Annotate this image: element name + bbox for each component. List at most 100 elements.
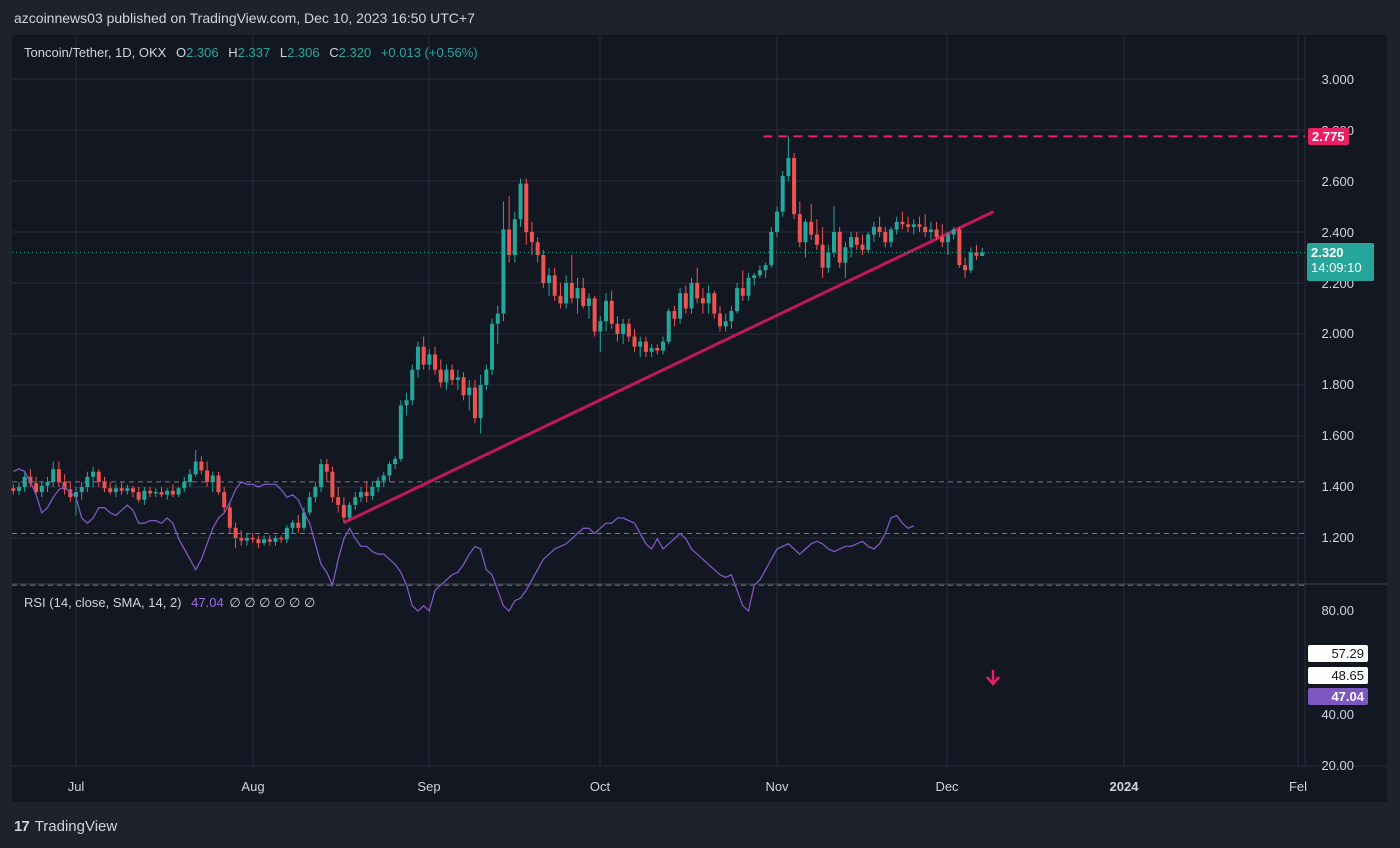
candle-body — [535, 242, 540, 255]
close-value: 2.320 — [338, 45, 372, 60]
candle-body — [655, 348, 660, 351]
chart-frame[interactable] — [12, 35, 1387, 802]
low-value: 2.306 — [287, 45, 320, 60]
change-value: +0.013 (+0.56%) — [380, 45, 478, 60]
footer[interactable]: 17 TradingView — [14, 818, 117, 835]
candle-body — [792, 158, 797, 215]
rsi-label[interactable]: RSI (14, close, SMA, 14, 2) — [24, 595, 182, 610]
trendline-layer — [343, 210, 995, 525]
ohlc-legend: Toncoin/Tether, 1D, OKX O2.306 H2.337 L2… — [24, 45, 478, 60]
candle-body — [421, 346, 426, 365]
candle-body — [524, 183, 529, 232]
time-label-jul: Jul — [67, 779, 85, 794]
candle-body — [729, 311, 734, 322]
candle-body — [490, 323, 495, 370]
candle-body — [484, 369, 489, 385]
candle-body — [683, 293, 688, 309]
candle-body — [917, 224, 922, 227]
candle-body — [227, 507, 232, 528]
candle-body — [130, 488, 135, 493]
support-trendline — [343, 210, 995, 525]
candle-body — [529, 232, 534, 243]
price-tick: 1.400 — [1321, 479, 1354, 494]
candle-body — [604, 300, 609, 322]
candle-body — [598, 321, 603, 332]
candle-body — [860, 244, 865, 250]
candle-body — [205, 470, 210, 482]
candle-body — [518, 183, 523, 220]
candles-layer — [11, 136, 985, 549]
candle-body — [262, 539, 267, 544]
candle-body — [330, 471, 335, 498]
candle-body — [381, 475, 386, 481]
candle-body — [900, 221, 905, 225]
candle-body — [706, 293, 711, 304]
candle-body — [353, 497, 358, 505]
candle-body — [820, 244, 825, 268]
brand-name: TradingView — [34, 818, 118, 835]
candle-body — [267, 539, 272, 542]
rsi-tick: 40.00 — [1321, 707, 1354, 722]
price-tick: 2.600 — [1321, 174, 1354, 189]
candle-body — [940, 237, 945, 243]
candle-body — [393, 458, 398, 465]
candle-body — [153, 492, 158, 494]
low-label: L — [279, 45, 288, 60]
candle-body — [187, 474, 192, 482]
candle-body — [34, 483, 39, 493]
open-value: 2.306 — [186, 45, 219, 60]
candle-body — [831, 232, 836, 253]
candle-body — [974, 252, 979, 256]
candle-body — [119, 488, 124, 491]
candle-body — [199, 461, 204, 471]
rsi-mid-tag: 48.65 — [1308, 667, 1368, 684]
rsi-legend: RSI (14, close, SMA, 14, 2) 47.04 ∅ ∅ ∅ … — [24, 595, 315, 611]
candle-body — [51, 469, 56, 482]
rsi-tick: 20.00 — [1321, 758, 1354, 773]
candle-body — [814, 234, 819, 245]
price-tick: 1.800 — [1321, 377, 1354, 392]
candle-body — [712, 293, 717, 314]
candle-body — [963, 265, 968, 271]
candle-body — [222, 492, 227, 508]
candle-body — [125, 488, 130, 491]
candle-body — [945, 234, 950, 243]
candle-body — [621, 323, 626, 334]
candle-body — [906, 224, 911, 227]
candle-body — [39, 485, 44, 493]
candle-body — [592, 298, 597, 332]
candle-body — [68, 489, 73, 498]
candle-body — [79, 487, 84, 493]
candle-body — [387, 464, 392, 476]
candle-body — [307, 497, 312, 513]
candle-body — [746, 277, 751, 296]
candle-body — [244, 538, 249, 541]
candle-body — [575, 288, 580, 299]
candle-body — [541, 254, 546, 283]
candle-body — [797, 214, 802, 243]
candle-body — [894, 221, 899, 230]
candle-body — [165, 490, 170, 495]
candle-body — [284, 527, 289, 540]
candle-body — [415, 346, 420, 370]
candle-body — [290, 522, 295, 528]
rsi-tick: 80.00 — [1321, 603, 1354, 618]
candle-body — [398, 405, 403, 459]
rsi-upper-tag: 57.29 — [1308, 645, 1368, 662]
candle-body — [552, 275, 557, 296]
candle-body — [888, 229, 893, 243]
candle-body — [176, 488, 181, 495]
published-header: azcoinnews03 published on TradingView.co… — [14, 10, 475, 26]
candle-body — [564, 283, 569, 304]
tradingview-logo-icon: 17 — [14, 818, 30, 835]
candle-body — [250, 538, 255, 540]
candle-body — [319, 464, 324, 487]
candle-body — [649, 348, 654, 352]
candle-body — [911, 224, 916, 227]
candle-body — [478, 385, 483, 419]
candle-body — [336, 497, 341, 505]
symbol-label[interactable]: Toncoin/Tether, 1D, OKX — [24, 45, 167, 60]
candle-body — [883, 232, 888, 243]
candle-body — [364, 492, 369, 496]
